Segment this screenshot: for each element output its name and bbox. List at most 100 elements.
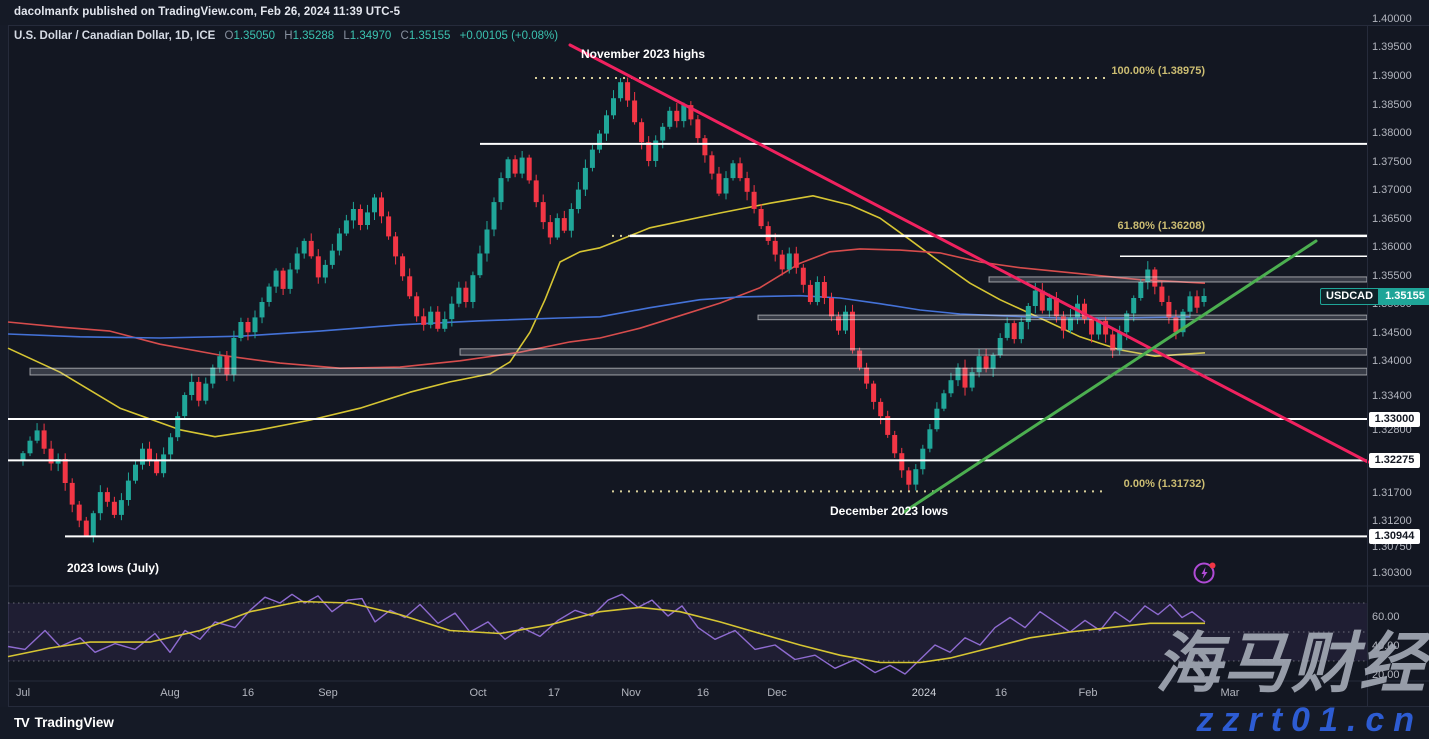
candle-body — [69, 482, 75, 505]
candle-body — [765, 226, 771, 241]
candle-body — [477, 253, 483, 276]
candle-body — [125, 480, 131, 500]
candle-body — [20, 453, 26, 460]
candle-body — [547, 222, 553, 238]
candle-body — [1004, 323, 1010, 338]
candle-body — [786, 253, 792, 270]
candle-body — [238, 322, 244, 338]
candle-body — [1159, 286, 1165, 302]
candle-body — [1201, 296, 1207, 302]
price-axis-label: 1.39500 — [1372, 41, 1412, 53]
time-axis-label: Sep — [318, 687, 338, 699]
last-price-label: USDCAD 1.35155 — [1320, 288, 1429, 305]
candle-body — [505, 159, 511, 179]
candle-body — [526, 157, 532, 181]
time-axis-label: Dec — [767, 687, 787, 699]
price-axis-label: 1.30300 — [1372, 567, 1412, 579]
candle-body — [709, 155, 715, 174]
candle-body — [315, 256, 321, 278]
uptrend-from-dec-lows[interactable] — [902, 239, 1318, 514]
tradingview-logo-text: TradingView — [34, 715, 114, 730]
footer-bar: TV TradingView — [0, 707, 1429, 739]
candle-body — [758, 209, 764, 227]
time-axis-label: Mar — [1220, 687, 1240, 699]
high-label: H — [284, 30, 293, 42]
candle-body — [428, 311, 434, 325]
chart-background — [8, 25, 1429, 706]
candle-body — [561, 218, 567, 231]
zone-1354[interactable] — [988, 276, 1368, 283]
time-axis-label: Feb — [1078, 687, 1098, 699]
tradingview-logo[interactable]: TV TradingView — [14, 715, 114, 730]
candle-body — [1025, 306, 1031, 322]
candle-body — [1053, 298, 1059, 317]
high-value: 1.35288 — [292, 30, 335, 42]
candle-body — [969, 372, 975, 388]
candle-body — [920, 448, 926, 470]
fibonacci-level-label: 100.00% (1.38975) — [1111, 65, 1205, 77]
tradingview-logo-icon: TV — [14, 715, 30, 730]
candle-body — [983, 356, 989, 369]
candle-body — [1152, 269, 1158, 287]
candle-body — [793, 253, 799, 268]
candle-body — [1131, 298, 1137, 314]
candle-body — [259, 302, 265, 318]
annotation-2023-july-lows: 2023 lows (July) — [67, 561, 160, 575]
downtrend-from-nov-highs[interactable] — [568, 43, 1370, 464]
candle-body — [772, 240, 778, 255]
rsi-axis-label: 60.00 — [1372, 611, 1400, 623]
candle-body — [393, 236, 399, 257]
zone-1338[interactable] — [29, 367, 1368, 376]
candle-body — [519, 157, 525, 174]
low-value: 1.34970 — [349, 30, 392, 42]
candle-body — [294, 253, 300, 270]
open-value: 1.35050 — [233, 30, 276, 42]
price-axis-label: 1.30750 — [1372, 541, 1412, 553]
candle-body — [990, 355, 996, 369]
candle-body — [667, 110, 673, 127]
idea-flash-icon[interactable] — [1193, 561, 1217, 585]
candle-body — [871, 383, 877, 402]
symbol-legend[interactable]: U.S. Dollar / Canadian Dollar, 1D, ICE O… — [14, 30, 558, 42]
candle-body — [379, 197, 384, 217]
price-level-label-box: 1.30944 — [1369, 529, 1420, 544]
candle-body — [892, 435, 898, 454]
candle-body — [1032, 290, 1038, 306]
candle-body — [357, 209, 363, 225]
ma-red-mid — [7, 248, 1206, 370]
time-axis-label: 16 — [994, 687, 1008, 699]
fibonacci-level-label: 0.00% (1.31732) — [1123, 478, 1205, 490]
close-value: 1.35155 — [408, 30, 451, 42]
candle-body — [857, 350, 863, 368]
candle-body — [660, 126, 666, 141]
rsi-axis-label: 20.00 — [1372, 669, 1400, 681]
candle-body — [821, 282, 827, 298]
candle-body — [435, 311, 441, 329]
zone-1342[interactable] — [459, 348, 1368, 356]
candle-body — [231, 338, 237, 375]
candle-body — [878, 401, 884, 417]
candle-body — [1039, 290, 1045, 311]
candle-body — [196, 381, 202, 401]
candle-body — [1173, 317, 1179, 333]
candle-body — [653, 140, 659, 161]
candle-body — [182, 395, 188, 417]
candle-body — [702, 138, 708, 156]
time-axis-label: 16 — [696, 687, 710, 699]
candle-body — [498, 178, 504, 203]
candle-body — [997, 338, 1003, 356]
candle-body — [111, 501, 117, 515]
candle-body — [1082, 303, 1087, 320]
zone-1348[interactable] — [757, 314, 1368, 321]
candle-body — [674, 110, 680, 122]
candle-body — [1180, 311, 1186, 333]
ma-yellow-fast — [7, 195, 1206, 438]
candle-body — [582, 167, 588, 190]
candle-body — [1046, 298, 1052, 311]
price-axis-label: 1.40000 — [1372, 13, 1412, 25]
price-axis-label: 1.33400 — [1372, 390, 1412, 402]
candle-body — [568, 209, 574, 231]
candle-body — [512, 159, 518, 174]
candle-body — [730, 163, 736, 179]
